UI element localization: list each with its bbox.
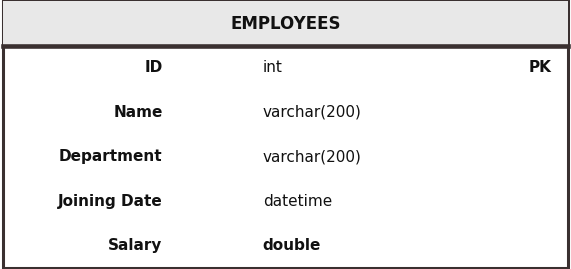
Text: Name: Name bbox=[114, 105, 163, 120]
Text: varchar(200): varchar(200) bbox=[263, 105, 361, 120]
Bar bbox=[3, 1, 568, 46]
Text: int: int bbox=[263, 61, 283, 75]
Text: EMPLOYEES: EMPLOYEES bbox=[230, 15, 341, 33]
Text: datetime: datetime bbox=[263, 194, 332, 208]
Text: ID: ID bbox=[144, 61, 163, 75]
Text: Salary: Salary bbox=[108, 238, 163, 253]
Text: double: double bbox=[263, 238, 321, 253]
Text: PK: PK bbox=[528, 61, 551, 75]
Text: Department: Department bbox=[59, 149, 163, 164]
Text: Joining Date: Joining Date bbox=[58, 194, 163, 208]
Text: varchar(200): varchar(200) bbox=[263, 149, 361, 164]
